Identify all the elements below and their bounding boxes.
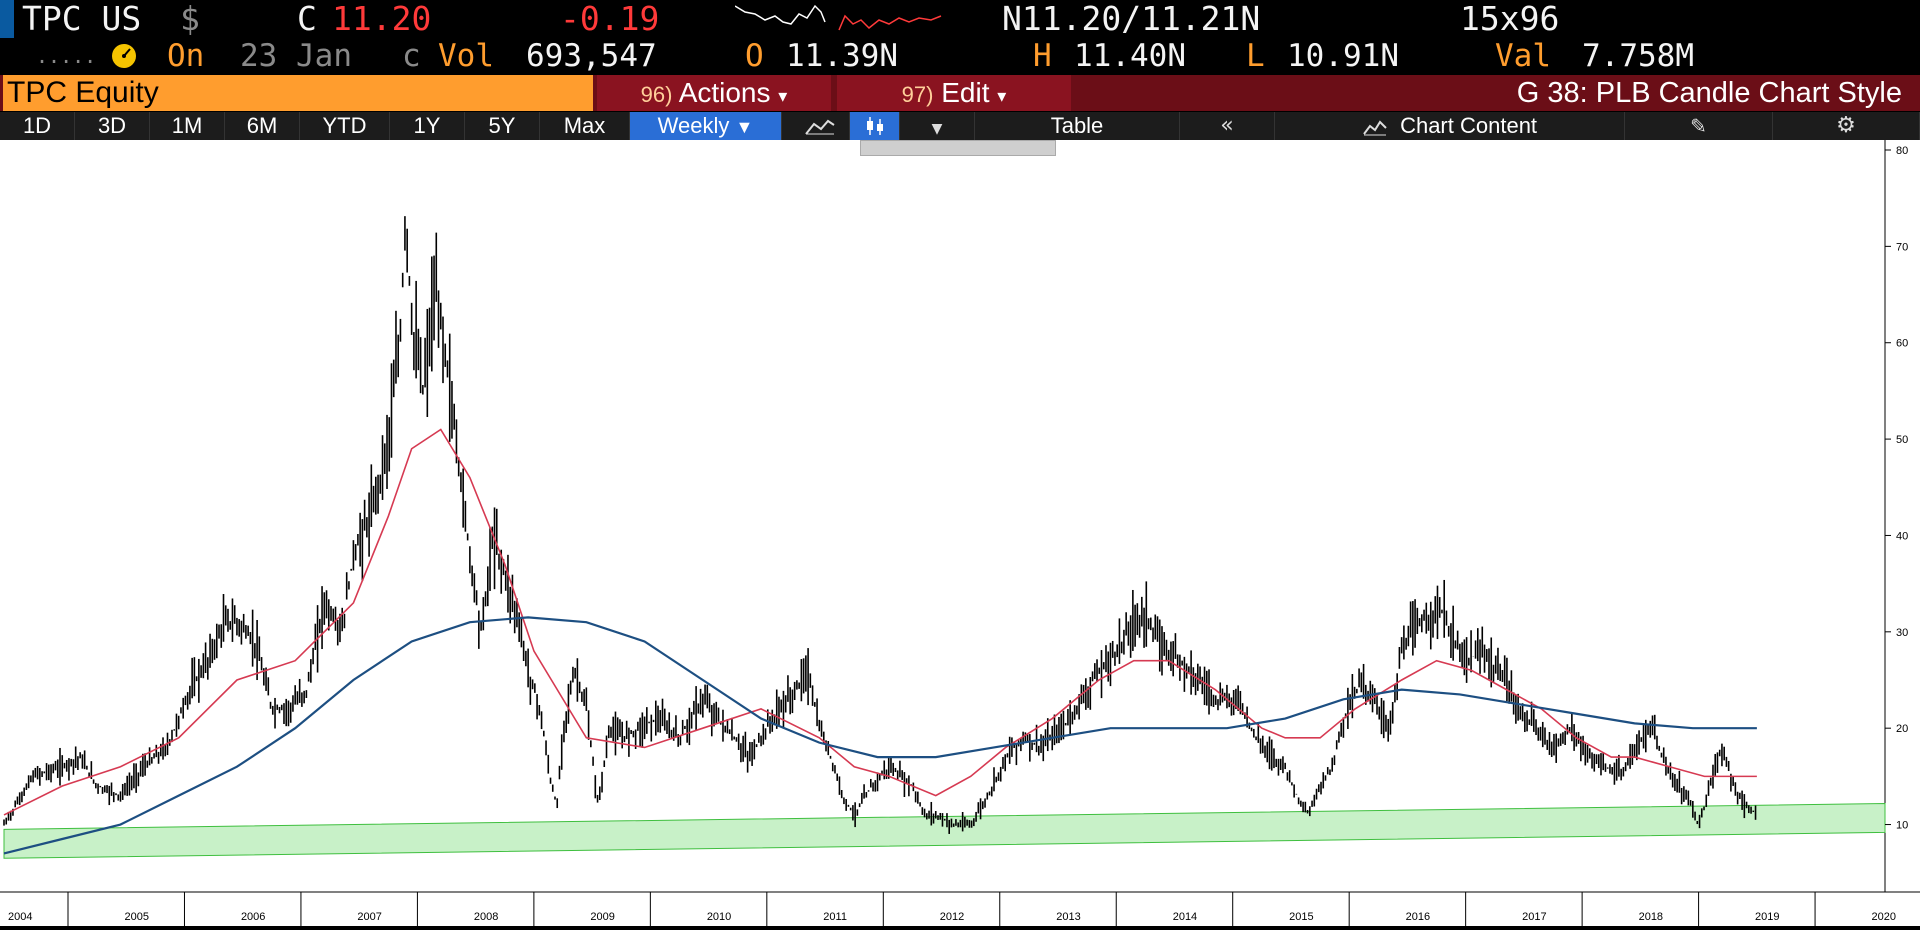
x-tick-label: 2011	[823, 911, 847, 923]
y-tick-label: 10	[1896, 820, 1908, 832]
x-tick-label: 2008	[474, 911, 498, 923]
edit-number: 97)	[902, 82, 934, 107]
range-1m[interactable]: 1M	[150, 112, 225, 140]
x-tick-label: 2016	[1406, 911, 1430, 923]
triangle-down-icon: ▼	[736, 117, 754, 137]
range-6m[interactable]: 6M	[225, 112, 300, 140]
x-tick-label: 2012	[940, 911, 964, 923]
range-ytd[interactable]: YTD	[300, 112, 390, 140]
ticker-row: TPC US $ C 11.20 -0.19 N11.20/11.21N 15x…	[0, 0, 1920, 38]
bid-ask-size: 15x96	[1460, 0, 1559, 38]
x-tick-label: 2019	[1755, 911, 1779, 923]
edit-label: Edit	[941, 77, 989, 108]
support-band	[4, 804, 1885, 859]
collapse-left-icon[interactable]: «	[1180, 112, 1275, 140]
x-tick-label: 2020	[1872, 911, 1896, 923]
close-flag: c	[402, 38, 421, 74]
x-tick-label: 2005	[124, 911, 148, 923]
intraday-sparkline	[735, 4, 945, 34]
x-tick-label: 2006	[241, 911, 265, 923]
close-label: C	[297, 0, 317, 38]
y-tick-label: 70	[1896, 241, 1908, 253]
y-tick-label: 40	[1896, 530, 1908, 542]
on-label: On	[167, 38, 204, 74]
annotate-icon[interactable]: ✎	[1625, 112, 1773, 140]
chart-toolbar: 1D 3D 1M 6M YTD 1Y 5Y Max Weekly ▼ ▼ Tab…	[0, 112, 1920, 140]
range-1y[interactable]: 1Y	[390, 112, 465, 140]
security-color-tag	[0, 0, 14, 38]
price-change: -0.19	[560, 0, 659, 38]
low-value: 10.91N	[1287, 38, 1399, 74]
chart-style-title: G 38: PLB Candle Chart Style	[1517, 75, 1902, 111]
currency-symbol: $	[180, 0, 200, 38]
security-field[interactable]: TPC Equity	[3, 75, 593, 111]
frequency-label: Weekly	[658, 113, 730, 138]
quote-date: 23 Jan	[240, 38, 352, 74]
y-tick-label: 80	[1896, 145, 1908, 157]
volume-value: 693,547	[526, 38, 657, 74]
actions-button[interactable]: 96) Actions ▾	[597, 75, 831, 111]
table-button[interactable]: Table	[975, 112, 1180, 140]
chart-content-icon	[1362, 118, 1388, 136]
range-5y[interactable]: 5Y	[465, 112, 540, 140]
y-tick-label: 30	[1896, 627, 1908, 639]
x-tick-label: 2004	[8, 911, 32, 923]
value-traded: 7.758M	[1582, 38, 1694, 74]
value-label: Val	[1495, 38, 1551, 74]
x-tick-label: 2017	[1522, 911, 1546, 923]
edit-button[interactable]: 97) Edit ▾	[837, 75, 1071, 111]
open-label: O	[745, 38, 764, 74]
ticker-symbol[interactable]: TPC US	[22, 0, 141, 38]
mini-drawing-toolbar[interactable]	[860, 140, 1056, 156]
close-value: 11.20	[332, 0, 431, 38]
chart-content-label: Chart Content	[1400, 113, 1537, 138]
x-tick-label: 2010	[707, 911, 731, 923]
chart-content-button[interactable]: Chart Content	[1275, 112, 1625, 140]
frequency-select[interactable]: Weekly ▼	[630, 112, 782, 140]
line-chart-icon[interactable]	[790, 112, 850, 140]
dots-indicator: .....	[36, 38, 96, 74]
range-max[interactable]: Max	[540, 112, 630, 140]
range-3d[interactable]: 3D	[75, 112, 150, 140]
chart-type-dropdown[interactable]: ▼	[900, 112, 975, 140]
x-tick-label: 2018	[1639, 911, 1663, 923]
y-tick-label: 20	[1896, 723, 1908, 735]
info-row: ..... On 23 Jan c Vol 693,547 O 11.39N H…	[0, 38, 1920, 74]
chevron-down-icon: ▾	[778, 86, 787, 106]
candle-chart-icon[interactable]	[850, 112, 900, 140]
triangle-down-icon: ▼	[932, 121, 943, 137]
price-chart: 10 20 30 40 50 60 70 80 2004 2005 2006 2007 2008 2009…	[0, 140, 1920, 926]
high-label: H	[1033, 38, 1052, 74]
actions-label: Actions	[679, 77, 771, 108]
gauge-icon[interactable]	[110, 42, 138, 70]
x-tick-label: 2009	[590, 911, 614, 923]
y-tick-label: 50	[1896, 434, 1908, 446]
x-tick-label: 2013	[1056, 911, 1080, 923]
volume-label: Vol	[438, 38, 494, 74]
open-value: 11.39N	[786, 38, 898, 74]
bid-ask-quote: N11.20/11.21N	[1002, 0, 1260, 38]
low-label: L	[1246, 38, 1265, 74]
y-tick-label: 60	[1896, 338, 1908, 350]
command-bar: TPC Equity 96) Actions ▾ 97) Edit ▾ G 38…	[0, 75, 1920, 111]
x-tick-label: 2007	[357, 911, 381, 923]
chart-area[interactable]: 10 20 30 40 50 60 70 80 2004 2005 2006 2007 2008 2009…	[0, 140, 1920, 926]
gear-icon[interactable]: ⚙	[1773, 112, 1920, 140]
range-1d[interactable]: 1D	[0, 112, 75, 140]
chevron-down-icon: ▾	[997, 86, 1006, 106]
x-tick-label: 2014	[1173, 911, 1197, 923]
actions-number: 96)	[641, 82, 673, 107]
x-tick-label: 2015	[1289, 911, 1313, 923]
high-value: 11.40N	[1074, 38, 1186, 74]
